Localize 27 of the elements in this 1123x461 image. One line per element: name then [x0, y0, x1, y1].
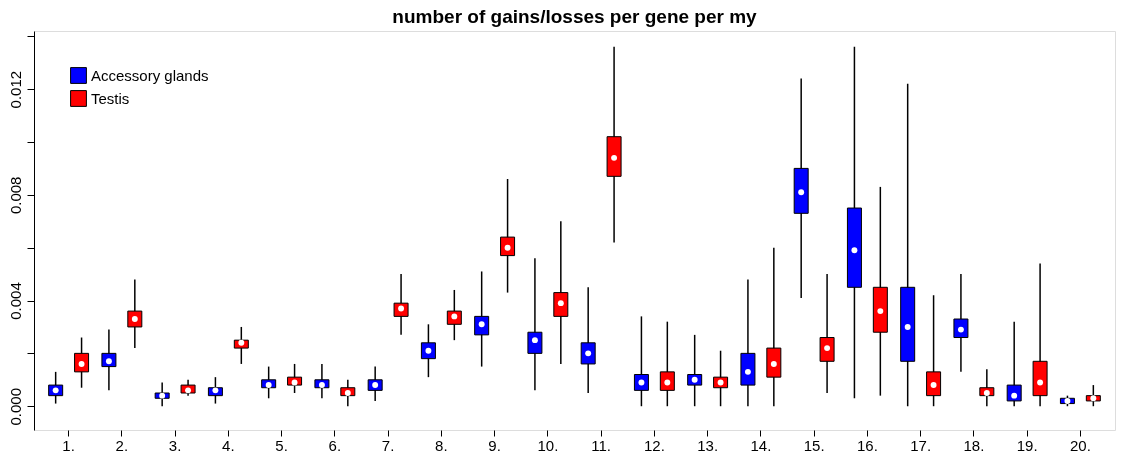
- legend-label: Testis: [91, 89, 130, 107]
- x-tick-label: 9.: [488, 436, 501, 454]
- x-tick-label: 14.: [750, 436, 772, 454]
- x-tick-label: 4.: [222, 436, 235, 454]
- x-tick-label: 18.: [963, 436, 985, 454]
- y-tick-label: 0.012: [6, 70, 24, 109]
- legend-label: Accessory glands: [91, 66, 209, 84]
- x-tick-label: 19.: [1016, 436, 1038, 454]
- x-tick-label: 16.: [856, 436, 878, 454]
- x-tick-label: 11.: [591, 436, 611, 454]
- x-tick-label: 2.: [115, 436, 129, 454]
- x-tick-label: 12.: [643, 436, 665, 454]
- x-tick-label: 15.: [803, 436, 825, 454]
- x-tick-label: 13.: [697, 436, 719, 454]
- x-tick-label: 10.: [537, 436, 559, 454]
- x-tick-label: 6.: [328, 436, 342, 454]
- x-tick-label: 17.: [910, 436, 932, 454]
- y-tick-label: 0.004: [6, 282, 24, 320]
- y-tick-label: 0.008: [6, 176, 24, 215]
- x-tick-label: 5.: [275, 436, 288, 454]
- x-tick-label: 8.: [435, 436, 448, 454]
- chart-title: number of gains/losses per gene per my: [392, 6, 758, 27]
- x-tick-label: 20.: [1069, 436, 1091, 454]
- x-tick-label: 1.: [62, 436, 75, 454]
- y-tick-label: 0.000: [6, 387, 24, 426]
- x-tick-label: 3.: [168, 436, 182, 454]
- x-tick-label: 7.: [381, 436, 395, 454]
